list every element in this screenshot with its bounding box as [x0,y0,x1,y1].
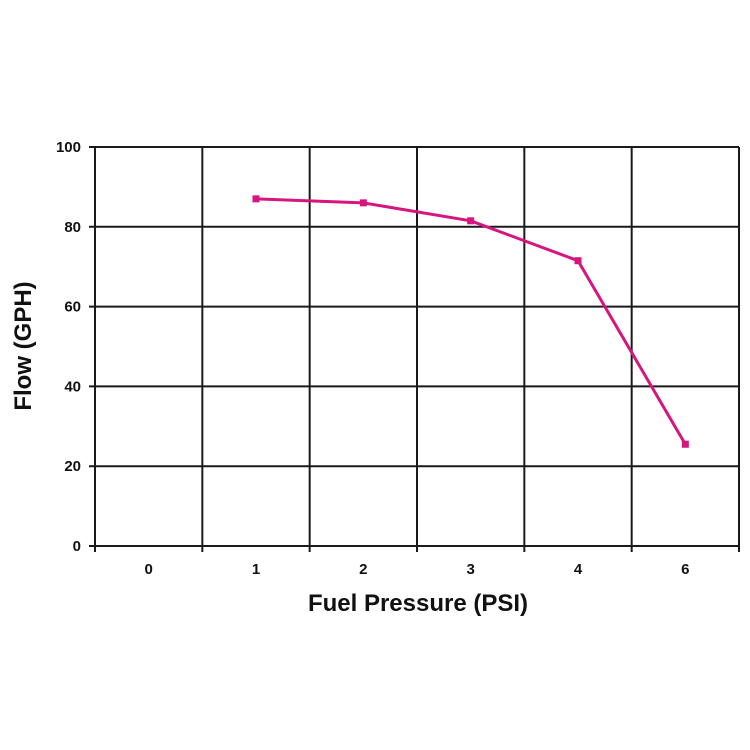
data-point-marker [681,440,689,448]
x-tick-label: 6 [681,561,689,578]
x-tick-label: 0 [144,561,152,578]
y-tick-label: 0 [73,538,81,555]
chart-series [252,195,689,448]
x-tick-label: 2 [359,561,367,578]
x-axis-title: Fuel Pressure (PSI) [308,590,528,617]
x-tick-label: 1 [252,561,260,578]
series-line [255,197,687,446]
y-tick-label: 80 [64,219,81,236]
y-tick-label: 40 [64,378,81,395]
data-point-marker [574,257,582,265]
x-tick-label: 3 [466,561,474,578]
y-tick-label: 100 [56,139,81,156]
axis-ticks: 0 20 40 60 80 100 0 1 2 3 4 6 [56,139,690,578]
x-tick-label: 4 [574,561,583,578]
data-point-marker [252,195,260,203]
y-axis-title: Flow (GPH) [10,281,37,410]
y-tick-label: 60 [64,299,81,316]
y-tick-label: 20 [64,458,81,475]
data-point-marker [359,199,367,207]
chart-grid [89,146,740,552]
data-point-marker [467,217,475,225]
